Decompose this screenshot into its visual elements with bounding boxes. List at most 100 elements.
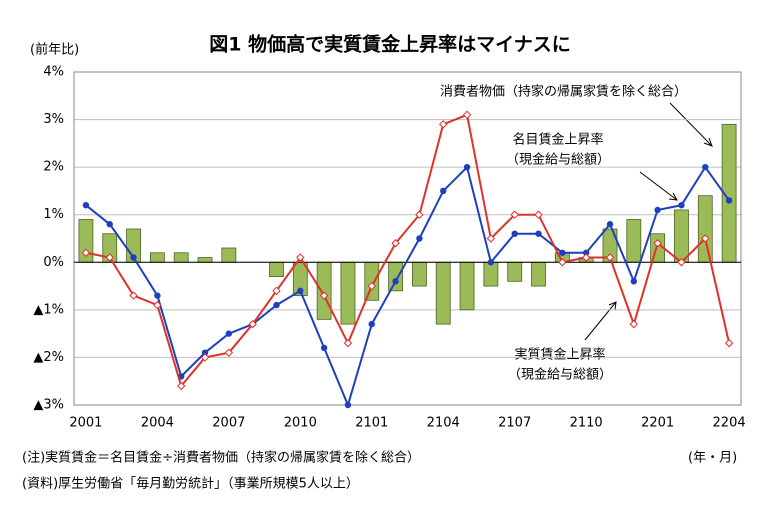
marker <box>725 197 733 204</box>
marker <box>701 234 710 243</box>
marker <box>629 319 639 329</box>
marker <box>81 248 91 257</box>
y-tick-label: 0% <box>43 255 64 270</box>
marker <box>440 187 447 195</box>
marker <box>200 353 210 362</box>
marker <box>558 258 567 267</box>
marker <box>462 110 472 120</box>
marker <box>176 381 186 391</box>
series-label: 名目賃金上昇率 <box>512 132 603 148</box>
marker <box>678 202 685 209</box>
marker <box>630 278 638 285</box>
x-tick-label: 2201 <box>641 416 674 431</box>
series-label: 実質賃金上昇率 <box>514 347 605 363</box>
y-tick-label: 2% <box>43 160 64 175</box>
marker <box>415 210 424 219</box>
bar <box>173 252 189 263</box>
marker <box>82 202 90 209</box>
line <box>85 113 731 389</box>
y-tick-label: 4% <box>43 65 64 80</box>
marker <box>153 300 162 310</box>
marker <box>154 292 161 299</box>
plot-frame <box>73 71 742 406</box>
y-tick-label: ▲1% <box>33 302 64 317</box>
marker <box>391 239 400 248</box>
marker <box>605 253 615 262</box>
marker <box>392 278 399 285</box>
x-tick-label: 2010 <box>284 416 317 431</box>
bar <box>483 261 499 287</box>
marker <box>677 258 686 267</box>
marker <box>439 120 448 129</box>
arrows <box>584 102 713 341</box>
y-tick-label: 1% <box>43 207 64 222</box>
y-tick-label: ▲3% <box>33 398 64 413</box>
marker <box>297 287 304 295</box>
arrow <box>639 171 678 201</box>
marker <box>416 235 423 242</box>
marker <box>653 239 662 248</box>
bar <box>674 209 689 263</box>
arrow <box>584 301 617 341</box>
bar <box>459 261 475 311</box>
bar <box>697 195 713 263</box>
marker <box>654 206 661 214</box>
marker <box>510 210 519 219</box>
marker <box>272 286 281 296</box>
marker <box>724 338 734 348</box>
x-tick-label: 2104 <box>427 416 460 431</box>
bar <box>435 261 451 325</box>
series-note: （現金給与総額） <box>508 367 612 383</box>
marker <box>248 319 257 329</box>
y-tick-label: ▲2% <box>33 350 64 365</box>
marker <box>319 291 329 300</box>
marker <box>487 259 495 266</box>
note: (資料)厚生労働省「毎月勤労統計」（事業所規模5人以上） <box>22 476 359 492</box>
marker <box>105 253 114 262</box>
series-label: 消費者物価（持家の帰属家賃を除く総合） <box>440 84 687 100</box>
marker <box>486 234 496 243</box>
bar <box>316 261 332 320</box>
x-axis-label: (年・月) <box>688 451 737 466</box>
bar <box>269 261 284 277</box>
bar <box>412 261 427 287</box>
bar <box>149 252 165 263</box>
marker <box>535 230 542 237</box>
bar <box>197 257 213 263</box>
marker <box>511 230 518 237</box>
bar <box>531 261 546 287</box>
marker <box>343 338 353 348</box>
x-tick-label: 2004 <box>141 416 174 431</box>
marker <box>320 344 328 352</box>
bar <box>221 247 237 263</box>
line <box>85 165 730 408</box>
series-note: （現金給与総額） <box>506 152 610 168</box>
bar <box>507 261 523 282</box>
marker <box>582 249 590 256</box>
note: (注)実質賃金＝名目賃金÷消費者物価（持家の帰属家賃を除く総合） <box>22 450 420 466</box>
x-tick-label: 2107 <box>498 416 531 431</box>
x-tick-label: 2101 <box>355 416 388 431</box>
bar <box>626 219 642 263</box>
marker <box>224 348 234 357</box>
marker <box>368 320 375 328</box>
arrow-head <box>668 192 678 201</box>
bar <box>388 261 403 292</box>
marker <box>606 221 614 228</box>
y-tick-label: 3% <box>43 112 64 127</box>
marker <box>201 349 209 356</box>
marker <box>702 163 709 171</box>
arrow-head <box>703 137 713 147</box>
x-tick-label: 2204 <box>713 416 746 431</box>
marker <box>463 163 471 171</box>
marker <box>296 253 305 262</box>
x-tick-label: 2001 <box>69 416 102 431</box>
marker <box>273 301 280 309</box>
marker <box>559 249 566 256</box>
marker <box>129 291 138 300</box>
bar <box>340 261 356 325</box>
chart-title: 図1 物価高で実質賃金上昇率はマイナスに <box>209 33 570 56</box>
x-tick-label: 2110 <box>570 416 603 431</box>
arrow-head <box>608 301 617 311</box>
